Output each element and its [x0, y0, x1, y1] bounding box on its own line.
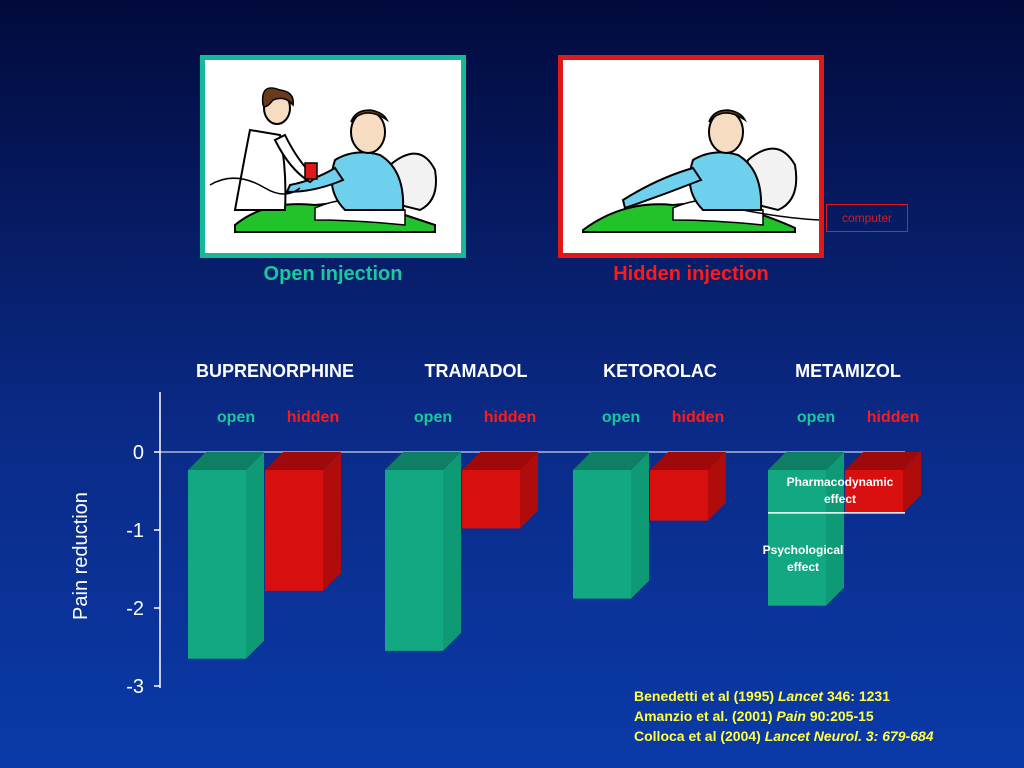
open-injection-illustration — [200, 55, 466, 258]
bar-open-side — [443, 452, 461, 651]
bar-open-side — [246, 452, 264, 659]
series-label-hidden: hidden — [867, 409, 919, 426]
annotation-psychological: Psychological — [763, 543, 844, 557]
bar-open-top — [385, 452, 461, 470]
computer-label: computer — [826, 204, 908, 232]
y-tick-label: -3 — [126, 676, 144, 698]
y-tick-label: -2 — [126, 598, 144, 620]
group-label: KETOROLAC — [603, 361, 717, 381]
annotation-pharmacodynamic: effect — [824, 492, 856, 506]
bar-hidden-top — [462, 452, 538, 470]
bar-open — [188, 470, 246, 659]
bar-hidden — [650, 470, 708, 521]
bar-open — [768, 470, 826, 606]
bar-hidden — [265, 470, 323, 591]
bar-hidden-top — [845, 452, 921, 470]
patient-illustration — [582, 109, 819, 233]
bar-open — [573, 470, 631, 599]
series-label-open: open — [797, 409, 835, 426]
y-tick-label: -1 — [126, 520, 144, 542]
pain-reduction-chart: 0 -1 -2 -3 Pain reduction BUPRENORPHINE open hi… — [70, 361, 921, 698]
y-axis-label: Pain reduction — [70, 492, 92, 620]
y-tick-label: 0 — [133, 442, 144, 464]
references: Benedetti et al (1995) Lancet 346: 1231 … — [634, 686, 1014, 746]
reference-1: Benedetti et al (1995) Lancet 346: 1231 — [634, 688, 891, 704]
bar-open-side — [826, 452, 844, 606]
group-label: BUPRENORPHINE — [196, 361, 354, 381]
bar-hidden-side — [323, 452, 341, 591]
bar-open-top — [768, 452, 844, 470]
bar-hidden — [845, 470, 903, 513]
group-label: TRAMADOL — [425, 361, 528, 381]
series-label-open: open — [414, 409, 452, 426]
series-label-open: open — [217, 409, 255, 426]
bar-hidden-top — [265, 452, 341, 470]
series-label-hidden: hidden — [484, 409, 536, 426]
nurse-patient-illustration — [209, 87, 437, 233]
annotation-psychological: effect — [787, 560, 819, 574]
bar-hidden-side — [708, 452, 726, 521]
bar-hidden-side — [903, 452, 921, 513]
bar-open-top — [573, 452, 649, 470]
bar-hidden-side — [520, 452, 538, 529]
annotation-pharmacodynamic: Pharmacodynamic — [787, 475, 894, 489]
hidden-injection-caption: Hidden injection — [613, 263, 769, 285]
reference-3: Colloca et al (2004) Lancet Neurol. 3: 6… — [634, 728, 934, 744]
bar-open-top — [188, 452, 264, 470]
bar-hidden-top — [650, 452, 726, 470]
bar-open-side — [631, 452, 649, 599]
bar-open — [385, 470, 443, 651]
series-label-hidden: hidden — [672, 409, 724, 426]
group-label: METAMIZOL — [795, 361, 901, 381]
open-injection-caption: Open injection — [263, 263, 403, 285]
series-label-hidden: hidden — [287, 409, 339, 426]
reference-2: Amanzio et al. (2001) Pain 90:205-15 — [634, 708, 874, 724]
series-label-open: open — [602, 409, 640, 426]
hidden-injection-illustration — [558, 55, 824, 258]
bar-hidden — [462, 470, 520, 529]
